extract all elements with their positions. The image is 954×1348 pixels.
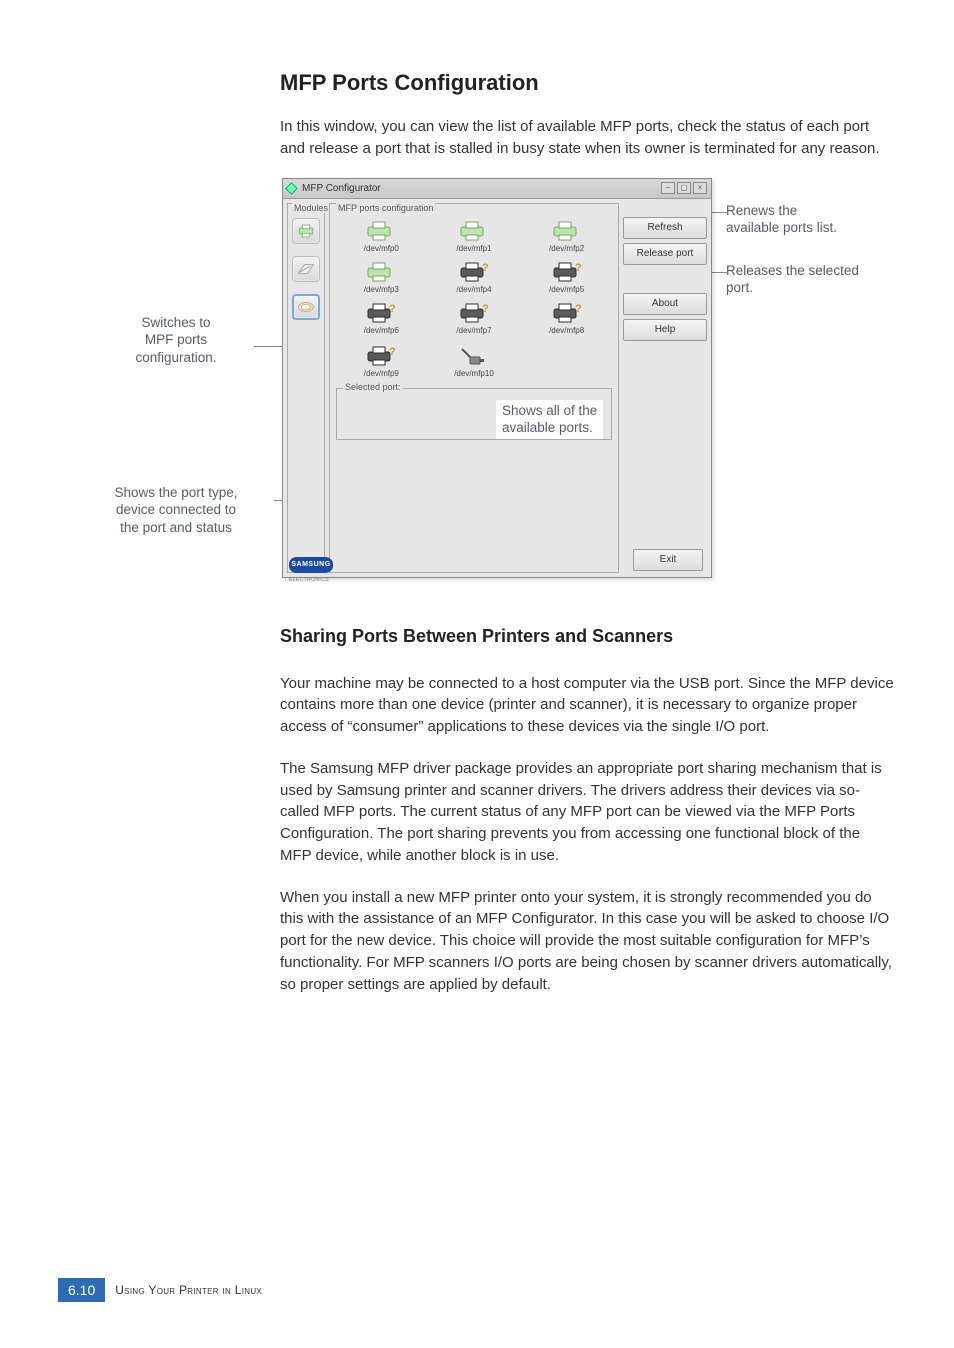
help-button[interactable]: Help	[623, 319, 707, 341]
callout-release: Releases the selectedport.	[726, 262, 926, 297]
subsection-heading: Sharing Ports Between Printers and Scann…	[280, 626, 894, 647]
page-number: 6.10	[58, 1278, 105, 1302]
mfp-configurator-window: MFP Configurator – ▢ × Modules	[282, 178, 712, 578]
port-item[interactable]: /dev/mfp10	[429, 343, 520, 382]
close-button[interactable]: ×	[693, 182, 707, 194]
port-item[interactable]: ? /dev/mfp7	[429, 300, 520, 339]
port-item[interactable]: /dev/mfp3	[336, 259, 427, 298]
port-item[interactable]: ? /dev/mfp8	[521, 300, 612, 339]
svg-text:?: ?	[389, 346, 396, 358]
configurator-figure: Switches toMPF portsconfiguration. Shows…	[100, 178, 894, 598]
port-icon	[458, 345, 490, 367]
samsung-logo: SAMSUNG	[289, 557, 333, 573]
refresh-button[interactable]: Refresh	[623, 217, 707, 239]
port-name: /dev/mfp3	[364, 285, 399, 294]
release-port-button[interactable]: Release port	[623, 243, 707, 265]
body-para-1: Your machine may be connected to a host …	[280, 673, 894, 738]
module-scanners-icon[interactable]	[292, 256, 320, 282]
port-name: /dev/mfp9	[364, 369, 399, 378]
port-name: /dev/mfp10	[454, 369, 494, 378]
ports-panel: MFP ports configuration /dev/mfp0 /dev/m…	[329, 203, 619, 573]
callout-refresh: Renews theavailable ports list.	[726, 202, 916, 237]
svg-text:?: ?	[482, 303, 489, 315]
samsung-logo-sub: ELECTRONICS	[289, 577, 329, 583]
section-heading: MFP Ports Configuration	[280, 70, 894, 96]
port-item[interactable]: ? /dev/mfp5	[521, 259, 612, 298]
port-item[interactable]: /dev/mfp2	[521, 218, 612, 257]
port-icon: ?	[551, 302, 583, 324]
port-icon: ?	[365, 345, 397, 367]
svg-text:?: ?	[575, 262, 582, 274]
minimize-button[interactable]: –	[661, 182, 675, 194]
port-icon	[365, 220, 397, 242]
port-icon	[458, 220, 490, 242]
port-icon: ?	[365, 302, 397, 324]
ports-panel-label: MFP ports configuration	[336, 203, 435, 213]
port-name: /dev/mfp8	[549, 326, 584, 335]
port-item[interactable]: ? /dev/mfp6	[336, 300, 427, 339]
port-item[interactable]: /dev/mfp1	[429, 218, 520, 257]
port-name: /dev/mfp2	[549, 244, 584, 253]
module-ports-icon[interactable]	[292, 294, 320, 320]
about-button[interactable]: About	[623, 293, 707, 315]
page-footer: 6.10 Using Your Printer in Linux	[58, 1278, 262, 1302]
svg-text:?: ?	[575, 303, 582, 315]
module-printers-icon[interactable]	[292, 218, 320, 244]
port-item[interactable]: /dev/mfp0	[336, 218, 427, 257]
exit-button[interactable]: Exit	[633, 549, 703, 571]
port-icon	[365, 261, 397, 283]
button-panel: Refresh Release port About Help	[623, 203, 707, 573]
port-icon: ?	[458, 261, 490, 283]
body-para-3: When you install a new MFP printer onto …	[280, 887, 894, 996]
maximize-button[interactable]: ▢	[677, 182, 691, 194]
callout-switch: Switches toMPF portsconfiguration.	[96, 314, 256, 367]
body-para-2: The Samsung MFP driver package provides …	[280, 758, 894, 867]
ports-grid-row4: ? /dev/mfp9 /dev/mfp10	[336, 343, 612, 382]
port-name: /dev/mfp1	[456, 244, 491, 253]
intro-paragraph: In this window, you can view the list of…	[280, 116, 894, 160]
footer-text: Using Your Printer in Linux	[115, 1283, 262, 1297]
port-item[interactable]: ? /dev/mfp4	[429, 259, 520, 298]
window-title: MFP Configurator	[302, 183, 381, 194]
modules-panel: Modules	[287, 203, 325, 573]
selected-port-box: Selected port:	[336, 388, 612, 440]
app-icon	[285, 182, 298, 195]
port-name: /dev/mfp0	[364, 244, 399, 253]
selected-port-label: Selected port:	[343, 382, 403, 392]
ports-grid: /dev/mfp0 /dev/mfp1 /dev/mfp2 /dev/mfp3 …	[336, 218, 612, 339]
window-titlebar: MFP Configurator – ▢ ×	[283, 179, 711, 199]
port-item[interactable]: ? /dev/mfp9	[336, 343, 427, 382]
modules-label: Modules	[292, 203, 330, 213]
callout-selected-port: Shows the port type,device connected tot…	[76, 484, 276, 537]
port-name: /dev/mfp7	[456, 326, 491, 335]
port-name: /dev/mfp5	[549, 285, 584, 294]
port-icon: ?	[458, 302, 490, 324]
port-icon: ?	[551, 261, 583, 283]
port-name: /dev/mfp4	[456, 285, 491, 294]
svg-text:?: ?	[389, 303, 396, 315]
svg-text:?: ?	[482, 262, 489, 274]
port-name: /dev/mfp6	[364, 326, 399, 335]
port-icon	[551, 220, 583, 242]
